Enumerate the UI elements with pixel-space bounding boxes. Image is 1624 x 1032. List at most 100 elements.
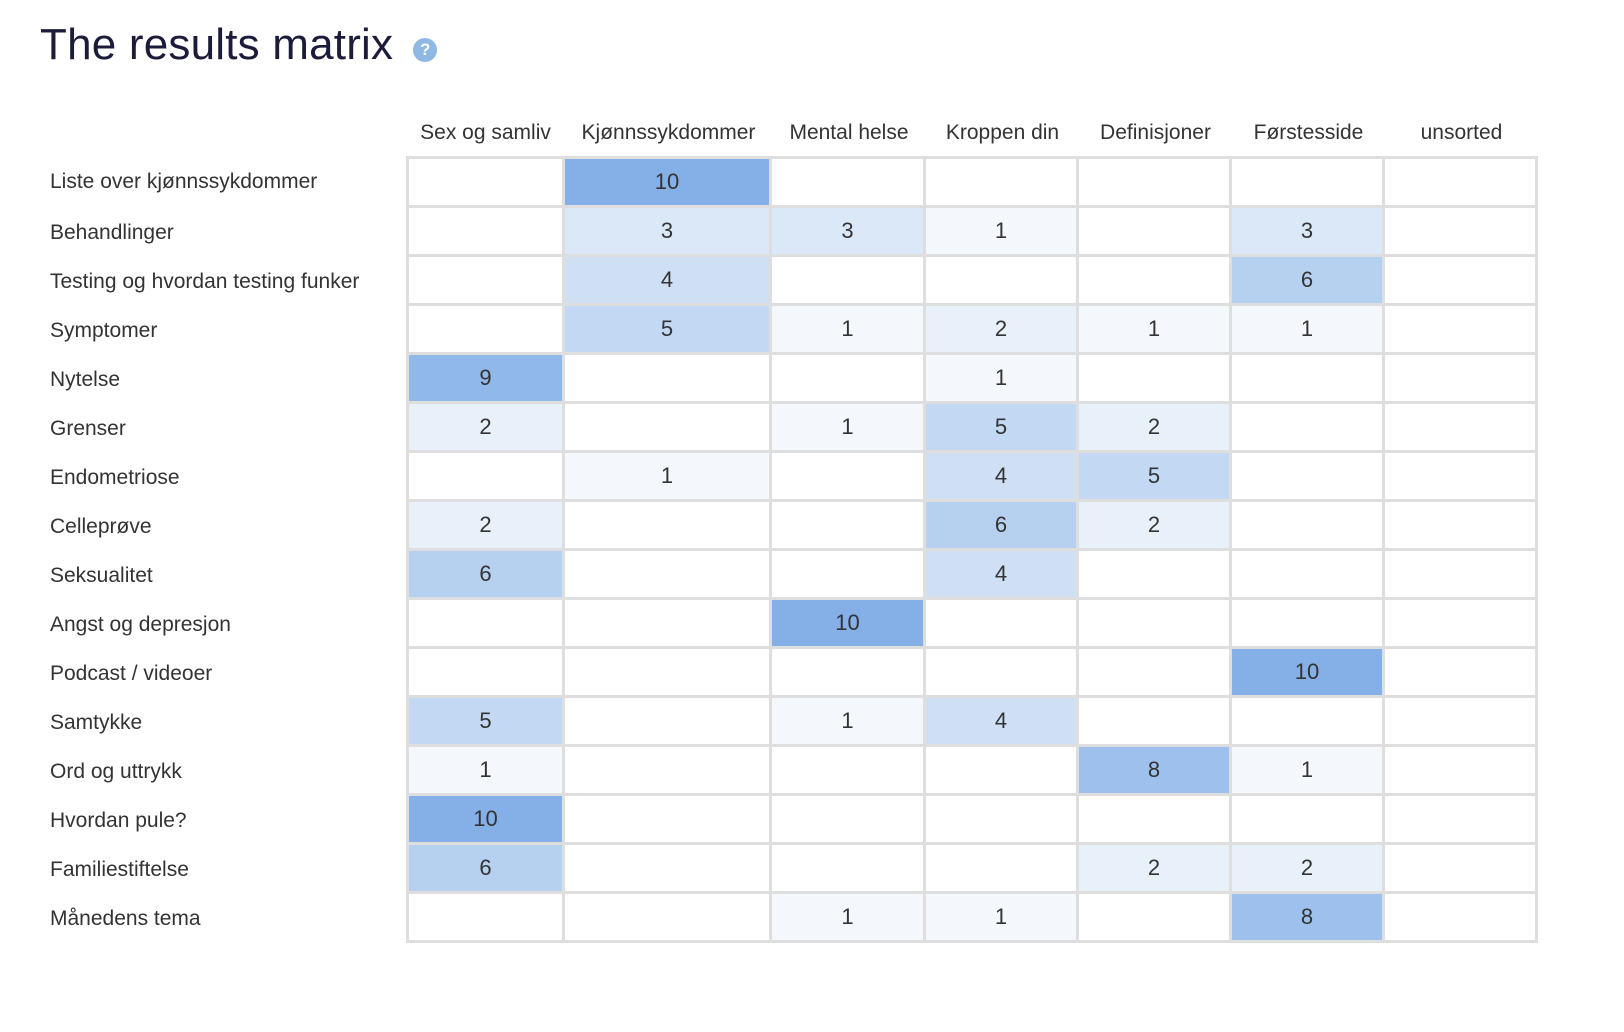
matrix-cell[interactable] xyxy=(1079,894,1232,943)
matrix-cell[interactable]: 6 xyxy=(926,502,1079,551)
matrix-cell[interactable] xyxy=(772,551,926,600)
matrix-cell[interactable]: 10 xyxy=(772,600,926,649)
matrix-cell[interactable] xyxy=(1385,747,1538,796)
matrix-cell[interactable]: 1 xyxy=(565,453,772,502)
matrix-cell[interactable] xyxy=(406,208,565,257)
matrix-cell[interactable] xyxy=(772,257,926,306)
matrix-cell[interactable] xyxy=(1385,306,1538,355)
matrix-cell[interactable]: 8 xyxy=(1079,747,1232,796)
matrix-cell[interactable]: 5 xyxy=(1079,453,1232,502)
matrix-cell[interactable] xyxy=(565,404,772,453)
matrix-cell[interactable]: 2 xyxy=(926,306,1079,355)
matrix-cell[interactable]: 1 xyxy=(772,894,926,943)
matrix-cell[interactable] xyxy=(1232,404,1385,453)
matrix-cell[interactable] xyxy=(926,156,1079,208)
matrix-cell[interactable] xyxy=(926,845,1079,894)
matrix-cell[interactable]: 2 xyxy=(406,502,565,551)
matrix-cell[interactable] xyxy=(565,551,772,600)
matrix-cell[interactable] xyxy=(1232,551,1385,600)
matrix-cell[interactable] xyxy=(1079,649,1232,698)
matrix-cell[interactable] xyxy=(772,747,926,796)
matrix-cell[interactable] xyxy=(1079,551,1232,600)
matrix-cell[interactable] xyxy=(565,747,772,796)
matrix-cell[interactable]: 2 xyxy=(1079,502,1232,551)
matrix-cell[interactable] xyxy=(406,257,565,306)
matrix-cell[interactable] xyxy=(565,698,772,747)
matrix-cell[interactable] xyxy=(1385,551,1538,600)
matrix-cell[interactable]: 1 xyxy=(926,894,1079,943)
matrix-cell[interactable] xyxy=(1385,257,1538,306)
matrix-cell[interactable]: 9 xyxy=(406,355,565,404)
matrix-cell[interactable] xyxy=(772,453,926,502)
matrix-cell[interactable]: 6 xyxy=(406,845,565,894)
matrix-cell[interactable]: 3 xyxy=(772,208,926,257)
matrix-cell[interactable] xyxy=(772,355,926,404)
matrix-cell[interactable] xyxy=(406,156,565,208)
matrix-cell[interactable]: 1 xyxy=(926,208,1079,257)
matrix-cell[interactable] xyxy=(565,600,772,649)
matrix-cell[interactable]: 1 xyxy=(772,404,926,453)
matrix-cell[interactable] xyxy=(406,453,565,502)
matrix-cell[interactable]: 2 xyxy=(1079,845,1232,894)
matrix-cell[interactable] xyxy=(1385,649,1538,698)
matrix-cell[interactable] xyxy=(926,600,1079,649)
question-circle-icon[interactable]: ? xyxy=(413,38,438,62)
matrix-cell[interactable]: 3 xyxy=(1232,208,1385,257)
matrix-cell[interactable] xyxy=(1232,453,1385,502)
matrix-cell[interactable] xyxy=(1232,796,1385,845)
matrix-cell[interactable]: 5 xyxy=(926,404,1079,453)
matrix-cell[interactable]: 10 xyxy=(406,796,565,845)
matrix-cell[interactable] xyxy=(565,845,772,894)
matrix-cell[interactable]: 2 xyxy=(406,404,565,453)
matrix-cell[interactable]: 4 xyxy=(926,551,1079,600)
matrix-cell[interactable] xyxy=(926,257,1079,306)
matrix-cell[interactable] xyxy=(1079,257,1232,306)
matrix-cell[interactable]: 2 xyxy=(1232,845,1385,894)
matrix-cell[interactable]: 4 xyxy=(926,453,1079,502)
matrix-cell[interactable] xyxy=(1079,355,1232,404)
matrix-cell[interactable] xyxy=(1079,208,1232,257)
matrix-cell[interactable] xyxy=(1385,600,1538,649)
matrix-cell[interactable] xyxy=(1232,156,1385,208)
matrix-cell[interactable] xyxy=(565,502,772,551)
matrix-cell[interactable] xyxy=(926,649,1079,698)
matrix-cell[interactable] xyxy=(1232,698,1385,747)
matrix-cell[interactable]: 1 xyxy=(772,306,926,355)
matrix-cell[interactable] xyxy=(565,649,772,698)
matrix-cell[interactable]: 1 xyxy=(406,747,565,796)
matrix-cell[interactable] xyxy=(1385,453,1538,502)
matrix-cell[interactable]: 4 xyxy=(926,698,1079,747)
matrix-cell[interactable]: 4 xyxy=(565,257,772,306)
matrix-cell[interactable]: 5 xyxy=(406,698,565,747)
matrix-cell[interactable] xyxy=(772,796,926,845)
matrix-cell[interactable] xyxy=(772,649,926,698)
matrix-cell[interactable] xyxy=(406,306,565,355)
matrix-cell[interactable] xyxy=(406,600,565,649)
matrix-cell[interactable] xyxy=(1232,600,1385,649)
matrix-cell[interactable]: 1 xyxy=(926,355,1079,404)
matrix-cell[interactable] xyxy=(406,649,565,698)
matrix-cell[interactable] xyxy=(1232,502,1385,551)
matrix-cell[interactable] xyxy=(1385,502,1538,551)
matrix-cell[interactable] xyxy=(565,355,772,404)
matrix-cell[interactable]: 3 xyxy=(565,208,772,257)
matrix-cell[interactable] xyxy=(406,894,565,943)
matrix-cell[interactable]: 1 xyxy=(1232,306,1385,355)
matrix-cell[interactable]: 1 xyxy=(772,698,926,747)
matrix-cell[interactable] xyxy=(1079,796,1232,845)
matrix-cell[interactable] xyxy=(1385,698,1538,747)
matrix-cell[interactable] xyxy=(772,502,926,551)
matrix-cell[interactable]: 8 xyxy=(1232,894,1385,943)
matrix-cell[interactable] xyxy=(772,845,926,894)
matrix-cell[interactable]: 10 xyxy=(1232,649,1385,698)
matrix-cell[interactable]: 2 xyxy=(1079,404,1232,453)
matrix-cell[interactable]: 10 xyxy=(565,156,772,208)
matrix-cell[interactable] xyxy=(1079,156,1232,208)
matrix-cell[interactable] xyxy=(1385,845,1538,894)
matrix-cell[interactable] xyxy=(1385,208,1538,257)
matrix-cell[interactable] xyxy=(926,747,1079,796)
matrix-cell[interactable]: 1 xyxy=(1079,306,1232,355)
matrix-cell[interactable] xyxy=(1232,355,1385,404)
matrix-cell[interactable] xyxy=(1385,894,1538,943)
matrix-cell[interactable] xyxy=(926,796,1079,845)
